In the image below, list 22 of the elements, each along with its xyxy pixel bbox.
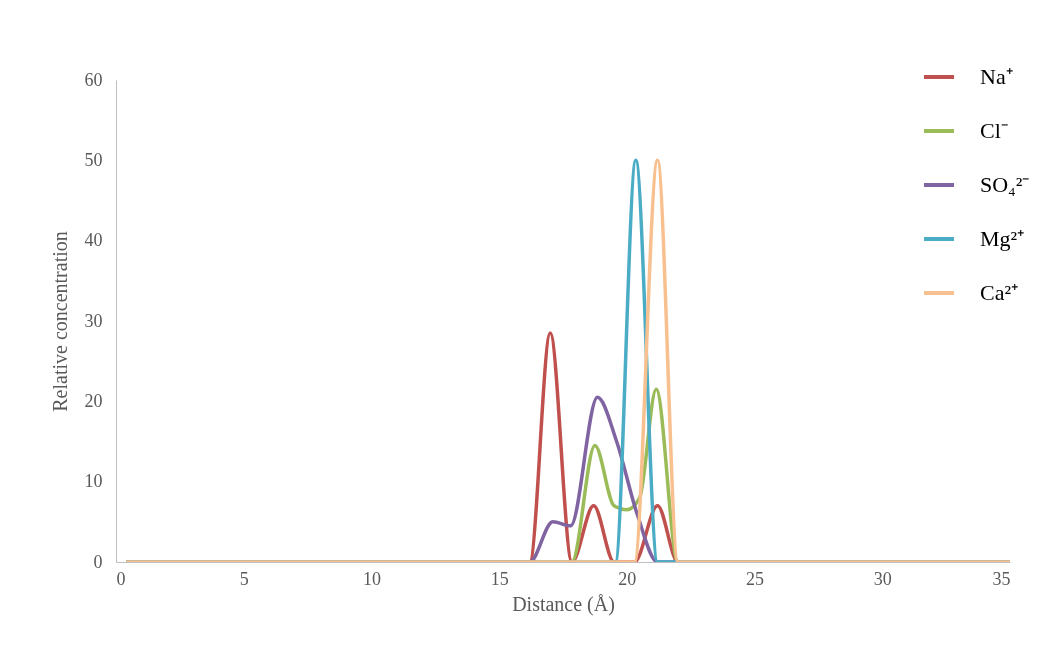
legend-label: Ca²⁺ — [980, 280, 1019, 305]
y-tick-label: 10 — [84, 471, 103, 492]
x-tick-label: 20 — [618, 568, 637, 589]
x-tick-label: 35 — [992, 568, 1011, 589]
y-tick-label: 0 — [93, 551, 103, 572]
x-tick-label: 10 — [362, 568, 381, 589]
y-axis-title: Relative concentration — [48, 231, 71, 412]
legend-label: Cl⁻ — [980, 118, 1008, 143]
x-tick-label: 15 — [490, 568, 509, 589]
legend-label: Na⁺ — [980, 64, 1013, 89]
x-tick-label: 25 — [746, 568, 765, 589]
x-tick-label: 0 — [116, 568, 126, 589]
legend-label: SO₄²⁻ — [980, 172, 1030, 197]
x-tick-label: 30 — [873, 568, 892, 589]
y-tick-label: 20 — [84, 390, 103, 411]
y-tick-label: 30 — [84, 310, 103, 331]
x-tick-label: 5 — [239, 568, 249, 589]
legend-label: Mg²⁺ — [980, 226, 1025, 251]
x-axis-title: Distance (Å) — [512, 592, 615, 616]
y-tick-label: 40 — [84, 230, 103, 251]
y-tick-label: 60 — [84, 69, 103, 90]
y-tick-label: 50 — [84, 149, 103, 170]
